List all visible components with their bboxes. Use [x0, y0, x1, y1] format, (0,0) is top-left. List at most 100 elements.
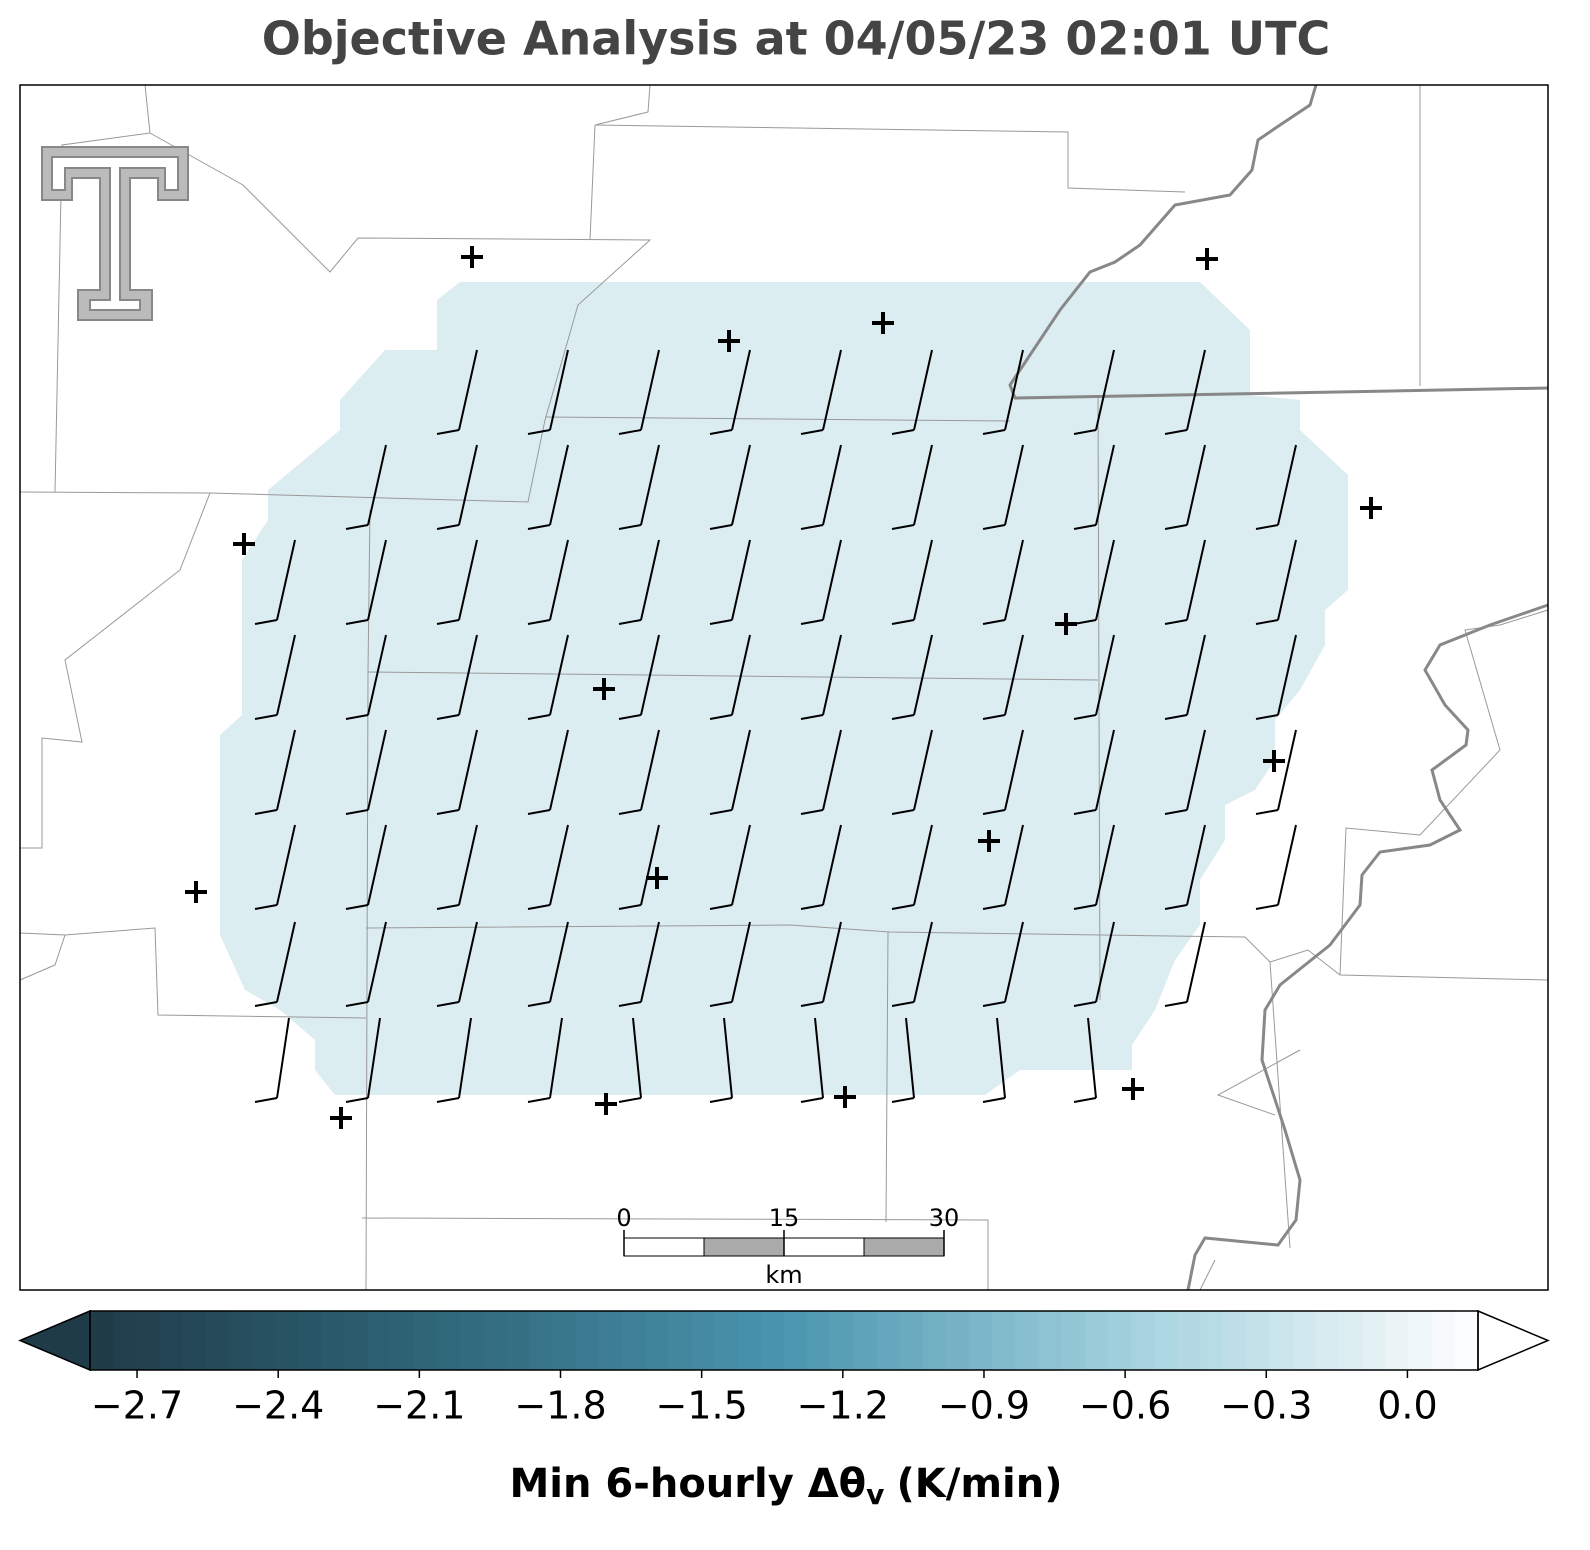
colorbar-level	[922, 1311, 947, 1370]
barb-staff	[822, 444, 842, 526]
colorbar-level	[344, 1311, 369, 1370]
colorbar-tick-label: −2.1	[373, 1384, 465, 1428]
barb-staff	[640, 539, 660, 621]
colorbar-level	[90, 1311, 114, 1370]
colorbar-level	[1200, 1311, 1225, 1370]
barb-staff	[913, 539, 933, 621]
barb-flag	[709, 904, 733, 910]
barb-staff	[367, 444, 387, 526]
barb-flag	[800, 429, 824, 435]
barb-flag	[436, 619, 460, 625]
barb-staff	[549, 729, 569, 811]
barb-flag	[527, 714, 551, 720]
barb-staff	[1277, 539, 1297, 621]
barb-flag	[345, 619, 369, 625]
station	[1122, 1078, 1144, 1100]
barb-flag	[254, 1097, 278, 1103]
barb-staff	[640, 824, 660, 906]
barb-flag	[1164, 619, 1188, 625]
barb-staff	[1095, 634, 1115, 716]
colorbar: −2.7 −2.4 −2.1 −1.8 −1.5 −1.2 −0.9 −0.6 −0.3 0.0	[18, 1309, 1550, 1428]
barb-flag	[709, 1001, 733, 1007]
barb-flag	[1073, 619, 1097, 625]
barb-flag	[709, 429, 733, 435]
barb-flag	[345, 524, 369, 530]
wind-barbs	[254, 349, 1297, 1103]
colorbar-tick-label: −2.4	[232, 1384, 324, 1428]
barb-staff	[1186, 729, 1206, 811]
colorbar-level	[529, 1311, 554, 1370]
barb-flag	[891, 1001, 915, 1007]
barb-staff	[276, 921, 296, 1003]
barb-staff	[367, 921, 387, 1003]
colorbar-level	[1362, 1311, 1387, 1370]
barb-flag	[1164, 429, 1188, 435]
barb-flag	[800, 619, 824, 625]
station	[593, 678, 615, 700]
barb-flag	[618, 809, 642, 815]
barb-flag	[436, 714, 460, 720]
barb-staff	[822, 349, 842, 431]
barb-staff	[458, 349, 478, 431]
colorbar-level	[413, 1311, 438, 1370]
barb-staff	[367, 539, 387, 621]
barb-flag	[527, 1097, 551, 1103]
colorbar-level	[552, 1311, 577, 1370]
barb-flag	[1073, 714, 1097, 720]
barb-flag	[254, 619, 278, 625]
barb-flag	[1255, 524, 1279, 530]
barb-staff	[640, 921, 660, 1003]
barb-flag	[618, 904, 642, 910]
barb-flag	[527, 429, 551, 435]
colorbar-level	[575, 1311, 600, 1370]
colorbar-level	[159, 1311, 184, 1370]
barb-flag	[800, 809, 824, 815]
station	[461, 246, 483, 268]
barb-flag	[1164, 1001, 1188, 1007]
barb-staff	[822, 634, 842, 716]
barb-flag	[982, 1001, 1006, 1007]
barb-staff	[549, 539, 569, 621]
barb-flag	[709, 809, 733, 815]
colorbar-level	[622, 1311, 646, 1370]
scale-bar: km 0 15 30	[616, 1204, 959, 1289]
map: km 0 15 30	[19, 84, 1549, 1291]
barb-staff	[549, 349, 569, 431]
colorbar-level	[506, 1311, 531, 1370]
barb-staff	[1186, 824, 1206, 906]
barb-staff	[276, 729, 296, 811]
barb-flag	[618, 524, 642, 530]
barb-flag	[1255, 619, 1279, 625]
barb-staff	[1004, 349, 1024, 431]
barb-staff	[458, 729, 478, 811]
barb-staff	[1186, 444, 1206, 526]
barb-staff	[458, 921, 478, 1003]
barb-staff	[1095, 349, 1115, 431]
colorbar-level	[807, 1311, 831, 1370]
barb-flag	[527, 619, 551, 625]
barb-staff	[1095, 824, 1115, 906]
station	[1196, 248, 1218, 270]
colorbar-level	[830, 1311, 854, 1370]
barb-flag	[1073, 809, 1097, 815]
barb-flag	[982, 429, 1006, 435]
barb-staff	[913, 349, 933, 431]
barb-staff	[731, 634, 751, 716]
colorbar-level	[1385, 1311, 1410, 1370]
barb-staff	[1095, 444, 1115, 526]
barb-staff	[549, 1017, 563, 1099]
barb-flag	[1073, 1097, 1097, 1103]
colorbar-level	[483, 1311, 507, 1370]
barb-staff	[640, 729, 660, 811]
barb-flag	[800, 904, 824, 910]
barb-staff	[913, 729, 933, 811]
label-main: Min 6-hourly Δθ	[510, 1461, 867, 1507]
colorbar-level	[1015, 1311, 1040, 1370]
colorbar-level	[691, 1311, 716, 1370]
barb-flag	[891, 904, 915, 910]
station	[233, 533, 255, 555]
colorbar-level	[598, 1311, 623, 1370]
barb-staff	[1277, 824, 1297, 906]
barb-flag	[345, 1001, 369, 1007]
station-markers	[185, 246, 1382, 1129]
